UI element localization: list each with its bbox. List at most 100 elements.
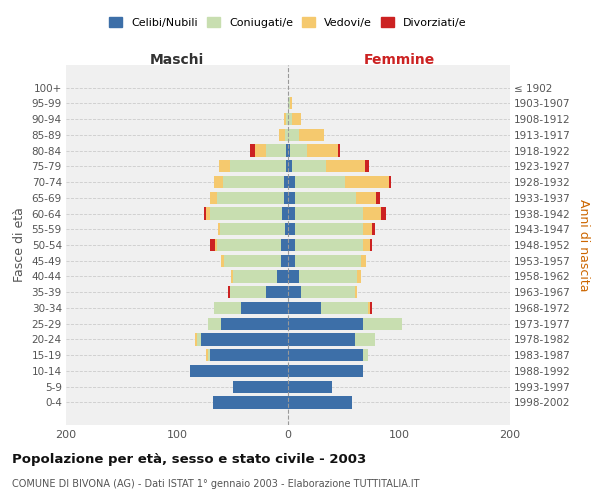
Bar [284, 128, 288, 141]
Bar [295, 223, 364, 235]
Bar [288, 365, 364, 377]
Bar [295, 239, 364, 251]
Bar [292, 160, 326, 172]
Bar [197, 334, 202, 345]
Bar [288, 239, 295, 251]
Bar [288, 270, 299, 282]
Bar [288, 380, 332, 393]
Bar [381, 208, 386, 220]
Bar [288, 128, 299, 141]
Bar [288, 349, 364, 362]
Bar [288, 192, 295, 204]
Text: COMUNE DI BIVONA (AG) - Dati ISTAT 1° gennaio 2003 - Elaborazione TUTTITALIA.IT: COMUNE DI BIVONA (AG) - Dati ISTAT 1° ge… [12, 479, 419, 489]
Bar [288, 254, 295, 267]
Bar [210, 208, 283, 220]
Text: Popolazione per età, sesso e stato civile - 2003: Popolazione per età, sesso e stato civil… [12, 452, 366, 466]
Bar [202, 334, 288, 345]
Bar [284, 113, 286, 125]
Bar [230, 160, 286, 172]
Bar [230, 286, 266, 298]
Bar [217, 192, 284, 204]
Bar [288, 208, 295, 220]
Bar [288, 286, 301, 298]
Bar [361, 254, 366, 267]
Bar [250, 144, 254, 156]
Bar [338, 144, 340, 156]
Bar [288, 176, 295, 188]
Bar [212, 396, 288, 408]
Bar [223, 176, 284, 188]
Bar [288, 223, 295, 235]
Bar [288, 113, 292, 125]
Bar [364, 318, 403, 330]
Bar [364, 223, 373, 235]
Bar [288, 396, 352, 408]
Bar [389, 176, 391, 188]
Bar [365, 160, 369, 172]
Bar [292, 113, 301, 125]
Bar [295, 192, 356, 204]
Bar [326, 160, 365, 172]
Bar [364, 239, 370, 251]
Bar [255, 144, 266, 156]
Bar [279, 128, 284, 141]
Bar [211, 349, 288, 362]
Bar [233, 380, 288, 393]
Bar [208, 349, 211, 362]
Y-axis label: Fasce di età: Fasce di età [13, 208, 26, 282]
Bar [364, 349, 368, 362]
Bar [281, 254, 288, 267]
Bar [290, 97, 292, 110]
Bar [295, 254, 361, 267]
Bar [288, 144, 290, 156]
Bar [266, 286, 288, 298]
Bar [241, 302, 288, 314]
Bar [301, 286, 355, 298]
Bar [286, 160, 288, 172]
Bar [290, 144, 307, 156]
Bar [376, 192, 380, 204]
Bar [224, 254, 281, 267]
Bar [368, 302, 370, 314]
Bar [364, 208, 381, 220]
Bar [295, 208, 364, 220]
Bar [232, 270, 233, 282]
Bar [284, 192, 288, 204]
Bar [288, 97, 290, 110]
Bar [277, 270, 288, 282]
Bar [344, 176, 389, 188]
Bar [211, 239, 215, 251]
Bar [286, 144, 288, 156]
Bar [221, 254, 224, 267]
Bar [373, 223, 374, 235]
Bar [214, 302, 241, 314]
Bar [195, 334, 197, 345]
Bar [288, 334, 355, 345]
Bar [219, 160, 230, 172]
Bar [307, 144, 338, 156]
Bar [203, 208, 206, 220]
Bar [295, 176, 344, 188]
Bar [206, 349, 208, 362]
Bar [286, 113, 288, 125]
Text: Maschi: Maschi [150, 53, 204, 67]
Bar [355, 286, 357, 298]
Bar [357, 270, 361, 282]
Bar [228, 286, 230, 298]
Bar [370, 302, 373, 314]
Bar [299, 270, 357, 282]
Bar [281, 239, 288, 251]
Bar [299, 128, 323, 141]
Legend: Celibi/Nubili, Coniugati/e, Vedovi/e, Divorziati/e: Celibi/Nubili, Coniugati/e, Vedovi/e, Di… [105, 13, 471, 32]
Bar [190, 365, 288, 377]
Bar [355, 334, 374, 345]
Bar [322, 302, 368, 314]
Bar [288, 318, 364, 330]
Bar [214, 176, 223, 188]
Bar [283, 208, 288, 220]
Bar [356, 192, 376, 204]
Bar [284, 223, 288, 235]
Bar [206, 208, 211, 220]
Bar [221, 318, 288, 330]
Bar [284, 176, 288, 188]
